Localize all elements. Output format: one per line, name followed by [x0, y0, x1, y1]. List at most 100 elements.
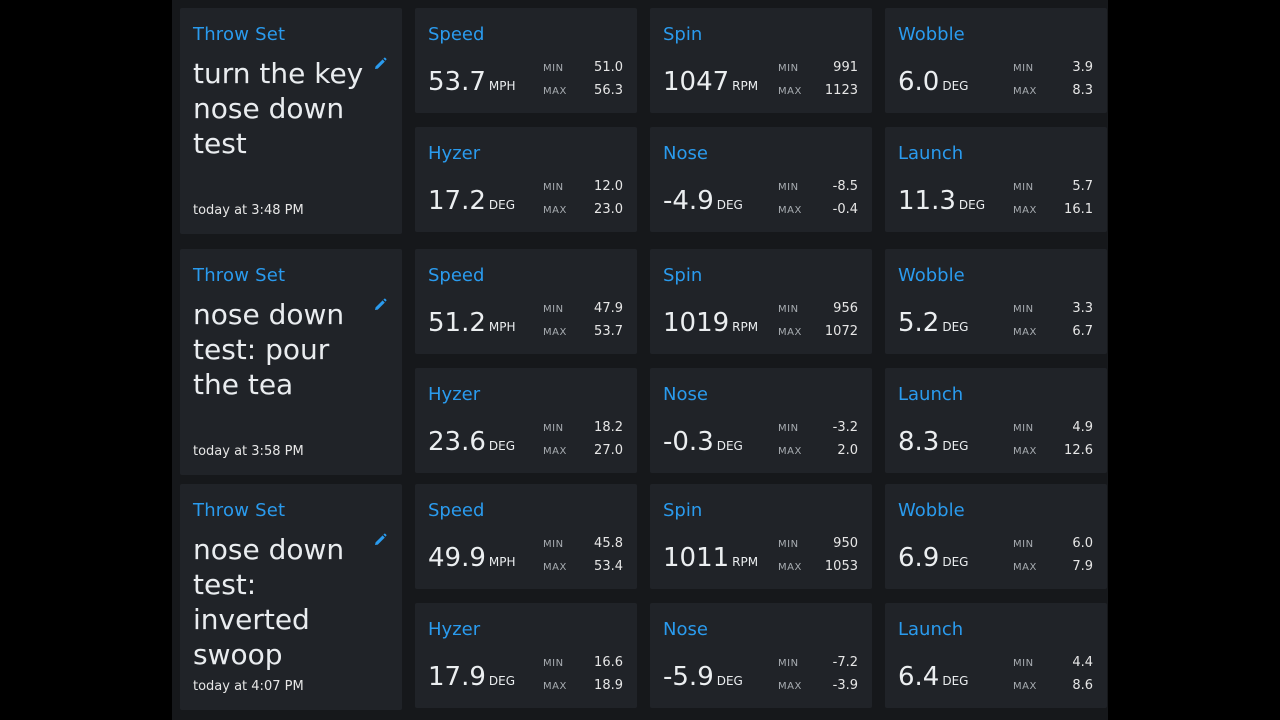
metric-unit: DEG [958, 198, 986, 212]
min-row: MIN 16.6 [543, 655, 623, 678]
max-label: MAX [1013, 681, 1037, 692]
metric-unit: MPH [488, 555, 516, 569]
min-label: MIN [778, 423, 799, 434]
max-label: MAX [543, 562, 567, 573]
throw-set-label: Throw Set [193, 265, 286, 286]
min-value: 4.4 [1072, 655, 1093, 670]
metric-value: 23.6 DEG [428, 427, 515, 457]
metric-unit: DEG [716, 439, 743, 453]
max-row: MAX 18.9 [543, 678, 623, 701]
metric-label: Nose [663, 384, 708, 405]
metric-label: Speed [428, 24, 485, 45]
pencil-icon[interactable] [373, 56, 387, 72]
min-max-range: MIN 12.0 MAX 23.0 [543, 179, 623, 225]
metric-unit: DEG [716, 674, 743, 688]
min-row: MIN 956 [778, 301, 858, 324]
min-value: 18.2 [594, 420, 623, 435]
min-max-range: MIN 47.9 MAX 53.7 [543, 301, 623, 347]
min-value: 12.0 [594, 179, 623, 194]
max-value: 27.0 [594, 443, 623, 458]
metric-value: 1019 RPM [663, 308, 758, 338]
metric-card-spin: Spin 1011 RPM MIN 950 MAX 1053 [650, 484, 872, 589]
min-row: MIN 3.9 [1013, 60, 1093, 83]
max-row: MAX 1053 [778, 559, 858, 582]
metric-card-launch: Launch 6.4 DEG MIN 4.4 MAX 8.6 [885, 603, 1107, 708]
throw-set-title-card[interactable]: Throw Set nose down test: pour the tea tod… [180, 249, 402, 475]
throw-set-title-card[interactable]: Throw Set turn the key nose down test toda… [180, 8, 402, 234]
throw-set-name: nose down test: pour the tea [193, 298, 345, 401]
min-max-range: MIN 3.3 MAX 6.7 [1013, 301, 1093, 347]
max-value: 56.3 [594, 83, 623, 98]
metric-number: 1011 [663, 543, 730, 573]
metric-value: -5.9 DEG [663, 662, 743, 692]
metric-value: -0.3 DEG [663, 427, 743, 457]
min-row: MIN 18.2 [543, 420, 623, 443]
min-max-range: MIN 6.0 MAX 7.9 [1013, 536, 1093, 582]
metric-label: Wobble [898, 500, 965, 521]
max-label: MAX [543, 205, 567, 216]
metric-card-spin: Spin 1047 RPM MIN 991 MAX 1123 [650, 8, 872, 113]
metric-value: 49.9 MPH [428, 543, 516, 573]
metric-value: 1047 RPM [663, 67, 758, 97]
metric-label: Spin [663, 265, 703, 286]
min-row: MIN 51.0 [543, 60, 623, 83]
metric-number: 23.6 [428, 427, 486, 457]
max-label: MAX [1013, 562, 1037, 573]
metric-number: 11.3 [898, 186, 956, 216]
min-row: MIN 3.3 [1013, 301, 1093, 324]
max-row: MAX -3.9 [778, 678, 858, 701]
max-row: MAX 2.0 [778, 443, 858, 466]
metric-label: Speed [428, 265, 485, 286]
throw-set: Throw Set nose down test: pour the tea tod… [172, 241, 1108, 481]
min-value: 4.9 [1072, 420, 1093, 435]
max-label: MAX [778, 446, 802, 457]
min-label: MIN [778, 63, 799, 74]
min-value: 47.9 [594, 301, 623, 316]
min-max-range: MIN 16.6 MAX 18.9 [543, 655, 623, 701]
metric-number: -5.9 [663, 662, 714, 692]
metric-number: 6.0 [898, 67, 940, 97]
max-value: 8.3 [1072, 83, 1093, 98]
metric-label: Nose [663, 619, 708, 640]
max-label: MAX [778, 681, 802, 692]
metric-card-nose: Nose -0.3 DEG MIN -3.2 MAX 2.0 [650, 368, 872, 473]
max-value: 2.0 [837, 443, 858, 458]
min-label: MIN [1013, 539, 1034, 550]
max-value: 18.9 [594, 678, 623, 693]
min-label: MIN [543, 63, 564, 74]
metric-unit: DEG [716, 198, 743, 212]
pencil-icon[interactable] [373, 297, 387, 313]
pencil-icon[interactable] [373, 532, 387, 548]
metric-value: 8.3 DEG [898, 427, 968, 457]
min-value: 956 [833, 301, 858, 316]
metric-card-hyzer: Hyzer 23.6 DEG MIN 18.2 MAX 27.0 [415, 368, 637, 473]
max-value: 1053 [824, 559, 858, 574]
min-row: MIN 6.0 [1013, 536, 1093, 559]
metric-label: Nose [663, 143, 708, 164]
metric-unit: DEG [942, 320, 969, 334]
metric-card-speed: Speed 53.7 MPH MIN 51.0 MAX 56.3 [415, 8, 637, 113]
min-row: MIN -8.5 [778, 179, 858, 202]
metric-unit: RPM [732, 555, 759, 569]
min-max-range: MIN 991 MAX 1123 [778, 60, 858, 106]
max-row: MAX 23.0 [543, 202, 623, 225]
min-label: MIN [1013, 63, 1034, 74]
max-value: 1072 [824, 324, 858, 339]
min-max-range: MIN -7.2 MAX -3.9 [778, 655, 858, 701]
throw-set-label: Throw Set [193, 24, 286, 45]
metric-number: 6.9 [898, 543, 940, 573]
throw-set-title-card[interactable]: Throw Set nose down test: inverted swoop t… [180, 484, 402, 710]
throw-set-name: nose down test: inverted swoop [193, 533, 345, 671]
max-value: 6.7 [1072, 324, 1093, 339]
min-value: 3.3 [1072, 301, 1093, 316]
max-row: MAX 6.7 [1013, 324, 1093, 347]
min-max-range: MIN 5.7 MAX 16.1 [1013, 179, 1093, 225]
max-row: MAX 53.4 [543, 559, 623, 582]
metric-number: 5.2 [898, 308, 940, 338]
metric-card-wobble: Wobble 6.0 DEG MIN 3.9 MAX 8.3 [885, 8, 1107, 113]
metric-number: -4.9 [663, 186, 714, 216]
max-value: 1123 [824, 83, 858, 98]
min-label: MIN [1013, 658, 1034, 669]
max-label: MAX [543, 681, 567, 692]
min-value: 991 [833, 60, 858, 75]
